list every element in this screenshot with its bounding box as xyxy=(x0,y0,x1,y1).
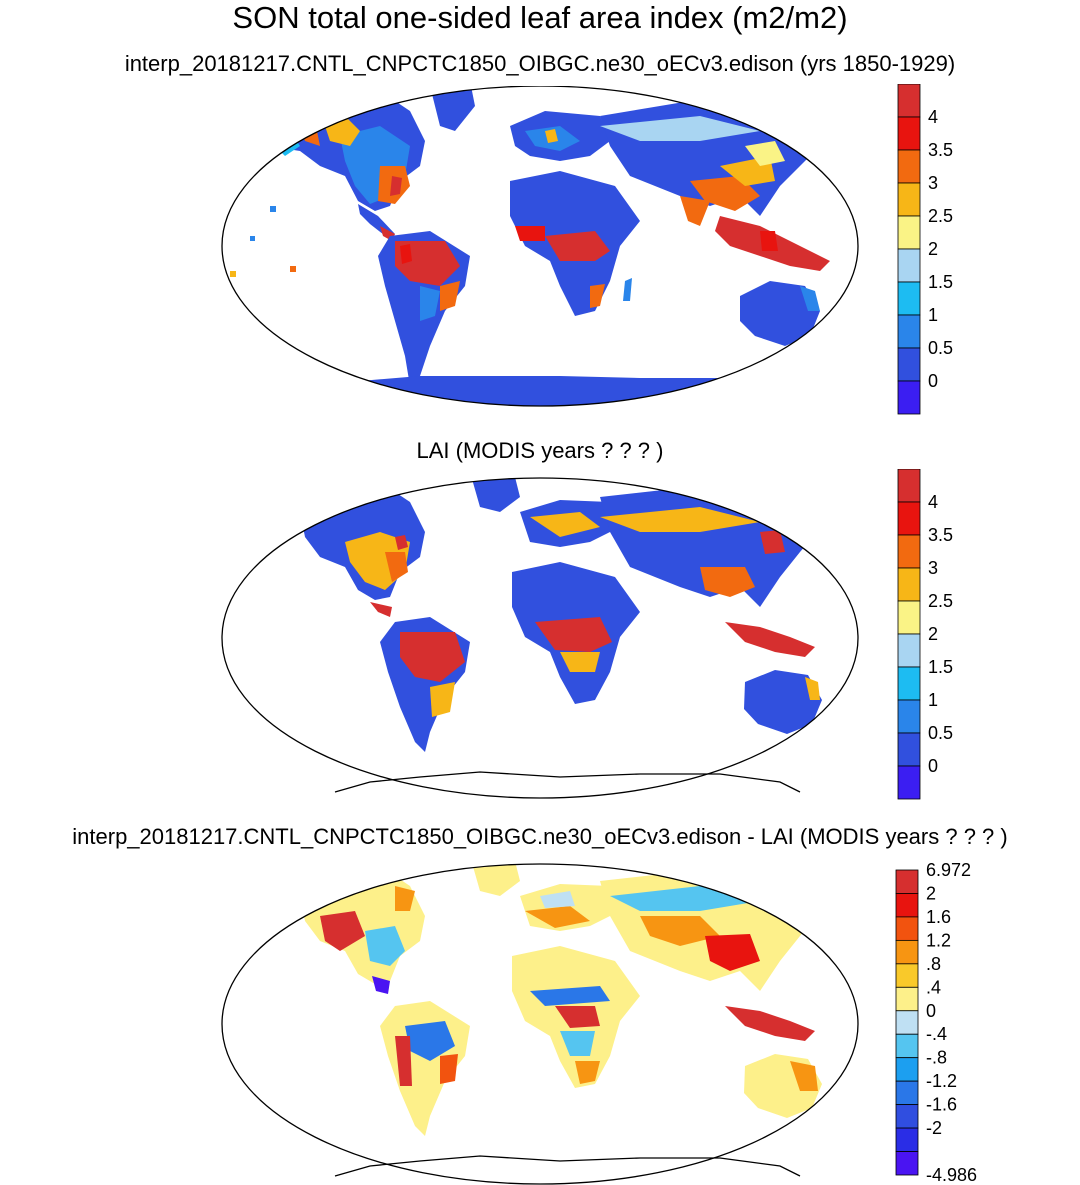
panel-1-subtitle: interp_20181217.CNTL_CNPCTC1850_OIBGC.ne… xyxy=(124,51,956,76)
colorbar-label: -1.6 xyxy=(926,1095,957,1115)
colorbar-swatch xyxy=(895,1151,919,1176)
colorbar-label: 2 xyxy=(926,883,936,903)
colorbar-label: 3.5 xyxy=(928,140,953,160)
colorbar-panel-difference: 6.972 2 1.6 1.2 .8 .4 0 -.4 -.8 -1.2 -1.6 -2 -4.986 xyxy=(895,862,977,1185)
colorbar-label: .4 xyxy=(926,977,941,997)
colorbar-swatch xyxy=(897,469,921,503)
colorbar-label: 1.5 xyxy=(928,657,953,677)
colorbar-label: 0 xyxy=(928,371,938,391)
panel-3-subtitle: interp_20181217.CNTL_CNPCTC1850_OIBGC.ne… xyxy=(72,824,1008,849)
colorbar-swatch xyxy=(897,84,921,118)
map-panel-modis xyxy=(221,477,859,799)
colorbar-label: 1.2 xyxy=(926,930,951,950)
page-title: SON total one-sided leaf area index (m2/… xyxy=(232,0,848,35)
colorbar-swatch xyxy=(897,248,921,283)
colorbar-label: 2 xyxy=(928,239,938,259)
land-greenland xyxy=(470,864,520,896)
colorbar-swatch xyxy=(897,215,921,250)
colorbar-swatch xyxy=(895,1080,919,1106)
colorbar-swatch xyxy=(895,1010,919,1035)
colorbar-swatch xyxy=(897,281,921,316)
colorbar-label: 0 xyxy=(928,756,938,776)
colorbar-panel-model: 4 3.5 3 2.5 2 1.5 1 0.5 0 xyxy=(897,84,953,415)
land-greenland xyxy=(470,478,520,512)
colorbar-label: -.4 xyxy=(926,1024,947,1044)
colorbar-swatch xyxy=(897,501,921,536)
colorbar-label: 3 xyxy=(928,558,938,578)
colorbar-label: 2.5 xyxy=(928,591,953,611)
land-australia xyxy=(740,281,820,346)
colorbar-swatch xyxy=(895,939,919,965)
colorbar-label: 1 xyxy=(928,305,938,325)
colorbar-label: 0.5 xyxy=(928,723,953,743)
colorbar-swatch xyxy=(895,869,919,894)
colorbar-swatch xyxy=(897,666,921,701)
colorbar-label: -1.2 xyxy=(926,1071,957,1091)
colorbar-swatch xyxy=(897,534,921,569)
colorbar-swatch xyxy=(897,600,921,635)
panel-2-subtitle: LAI (MODIS years ? ? ? ) xyxy=(416,438,664,463)
colorbar-swatch xyxy=(895,1104,919,1129)
colorbar-swatch xyxy=(897,633,921,668)
colorbar-label: 2.5 xyxy=(928,206,953,226)
colorbar-label: 1 xyxy=(928,690,938,710)
colorbar-swatch xyxy=(897,116,921,151)
colorbar-label: 0.5 xyxy=(928,338,953,358)
colorbar-label: -2 xyxy=(926,1118,942,1138)
colorbar-swatch xyxy=(895,916,919,941)
colorbar-label: 3.5 xyxy=(928,525,953,545)
colorbar-panel-modis: 4 3.5 3 2.5 2 1.5 1 0.5 0 xyxy=(897,469,953,800)
colorbar-swatch xyxy=(897,347,921,382)
colorbar-label: 1.5 xyxy=(928,272,953,292)
map-panel-model xyxy=(221,86,859,407)
coastline-antarctica xyxy=(334,1155,801,1177)
colorbar-swatch xyxy=(895,1033,919,1059)
colorbar-label: -.8 xyxy=(926,1048,947,1068)
land-australia xyxy=(744,670,822,734)
colorbar-swatch xyxy=(897,149,921,184)
colorbar-label: 0 xyxy=(926,1001,936,1021)
colorbar-swatch xyxy=(895,893,919,918)
coastline-antarctica xyxy=(334,771,801,793)
colorbar-swatch xyxy=(897,765,921,800)
colorbar-swatch xyxy=(897,314,921,349)
map-panel-difference xyxy=(221,863,859,1185)
colorbar-swatch xyxy=(897,699,921,734)
colorbar-swatch xyxy=(897,732,921,767)
land-north-america xyxy=(300,866,425,984)
colorbar-label: 2 xyxy=(928,624,938,644)
colorbar-label: -4.986 xyxy=(926,1165,977,1185)
colorbar-label: .8 xyxy=(926,954,941,974)
colorbar-swatch xyxy=(895,986,919,1012)
land-south-america xyxy=(380,1001,470,1136)
colorbar-label: 4 xyxy=(928,107,938,127)
colorbar-swatch xyxy=(897,567,921,602)
colorbar-swatch xyxy=(895,963,919,988)
colorbar-swatch xyxy=(895,1127,919,1152)
colorbar-swatch xyxy=(895,1057,919,1082)
colorbar-label: 1.6 xyxy=(926,907,951,927)
colorbar-swatch xyxy=(897,182,921,217)
colorbar-label: 3 xyxy=(928,173,938,193)
colorbar-label: 4 xyxy=(928,492,938,512)
colorbar-label: 6.972 xyxy=(926,862,971,880)
colorbar-swatch xyxy=(897,380,921,415)
